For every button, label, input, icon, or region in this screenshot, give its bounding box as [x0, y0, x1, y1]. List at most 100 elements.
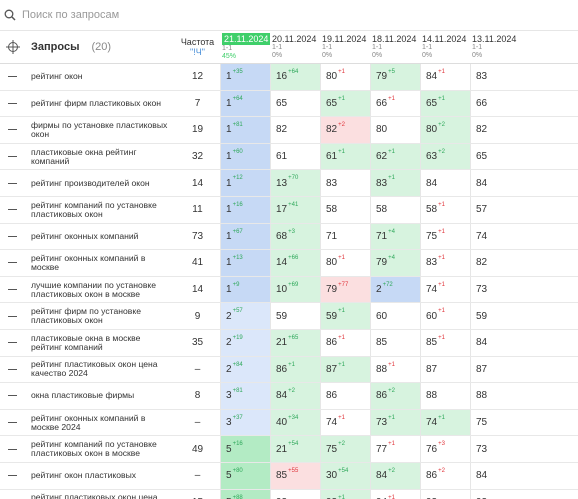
position: 86	[276, 363, 288, 375]
row-toggle[interactable]	[0, 224, 25, 250]
position-cell: 76 +3	[420, 436, 470, 462]
position: 60	[376, 310, 388, 322]
frequency: –	[194, 363, 201, 375]
position: 94	[376, 497, 387, 499]
row: рейтинг пластиковых окон цена качество 15…	[0, 489, 578, 499]
row-toggle[interactable]	[0, 357, 25, 383]
date-header: 14.11.2024 1-1 0%	[420, 31, 470, 63]
position-delta: +1	[438, 69, 445, 75]
dash-icon	[8, 102, 17, 104]
position: 68	[276, 230, 288, 242]
freq-title: Частота	[180, 37, 215, 47]
position-delta: +35	[232, 69, 243, 75]
date-range: 1-1	[372, 44, 383, 51]
frequency: 11	[192, 204, 203, 216]
position-delta: +4	[388, 255, 395, 262]
query: рейтинг фирм пластиковых окон	[31, 97, 162, 108]
query: лучшие компании по установке пластиковых…	[31, 279, 157, 299]
position-cell: 30 +54	[320, 462, 370, 489]
position: 83	[376, 177, 388, 189]
position: 82	[476, 124, 488, 136]
position-cell: 93	[420, 489, 470, 499]
position-cell: 93	[270, 489, 320, 499]
position-delta: +2	[338, 441, 345, 448]
row-toggle[interactable]	[0, 117, 25, 143]
position: 87	[476, 363, 488, 375]
position: 59	[326, 310, 338, 322]
position: 57	[476, 204, 488, 216]
position: 82	[476, 257, 488, 269]
position-delta: +1	[438, 228, 445, 235]
dash-icon	[8, 156, 17, 158]
position-cell: 80 +1	[320, 250, 370, 276]
queries-count: (20)	[91, 41, 112, 53]
position: 5	[226, 470, 232, 482]
position: 65	[426, 97, 438, 109]
row-toggle[interactable]	[0, 490, 25, 499]
row-toggle[interactable]	[0, 197, 25, 223]
position-cell: 87 +1	[320, 356, 370, 383]
position-cell: 61	[270, 143, 320, 170]
position: 10	[276, 284, 288, 296]
row-toggle[interactable]	[0, 64, 25, 90]
frequency: 32	[191, 151, 204, 163]
position-cell: 84	[470, 170, 520, 196]
dash-icon	[8, 342, 17, 344]
date: 21.11.2024	[222, 33, 270, 45]
row-toggle[interactable]	[0, 463, 25, 489]
queries-header[interactable]: Запросы (20)	[25, 31, 175, 63]
frequency: 49	[191, 443, 204, 455]
row-toggle[interactable]	[0, 170, 25, 196]
freq-header[interactable]: Частота "!Ч"	[175, 31, 220, 63]
position-cell: 68 +3	[270, 223, 320, 250]
position: 5	[226, 443, 232, 455]
date-header: 13.11.2024 1-1 0%	[470, 31, 520, 63]
position-cell: 82 +2	[320, 117, 370, 143]
position: 1	[226, 177, 232, 189]
row-toggle[interactable]	[0, 277, 25, 303]
frequency: 8	[194, 390, 201, 402]
position-delta: +5	[388, 69, 395, 75]
date-range: 1-1	[272, 44, 283, 51]
query: рейтинг компаний по установке пластиковы…	[31, 199, 157, 219]
row-toggle[interactable]	[0, 330, 25, 356]
position-cell: 1 +16	[220, 196, 270, 223]
position: 1	[226, 151, 232, 163]
position-cell: 84	[420, 170, 470, 196]
position-cell: 1 +60	[220, 143, 270, 170]
position-delta: +72	[382, 281, 393, 288]
row-toggle[interactable]	[0, 250, 25, 276]
position-delta: +1	[388, 441, 395, 448]
position: 1	[226, 97, 232, 109]
query: рейтинг пластиковых окон цена качество	[31, 492, 158, 499]
position: 74	[426, 417, 438, 429]
position: 93	[426, 497, 437, 499]
position-delta: +66	[288, 255, 299, 262]
row-toggle[interactable]	[0, 436, 25, 462]
row-toggle[interactable]	[0, 410, 25, 436]
row-toggle[interactable]	[0, 303, 25, 329]
date-header: 20.11.2024 1-1 0%	[270, 31, 320, 63]
query: фирмы по установке пластиковых окон	[31, 119, 168, 139]
position-delta: +1	[338, 414, 345, 421]
position-delta: +57	[232, 308, 243, 315]
position: 1	[226, 204, 232, 216]
date-pct: 0%	[322, 52, 333, 59]
position-cell: 79 +5	[370, 64, 420, 90]
position-cell: 94+1	[370, 489, 420, 499]
position-cell: 1 +13	[220, 250, 270, 276]
row-toggle[interactable]	[0, 144, 25, 170]
row-toggle[interactable]	[0, 383, 25, 409]
position-cell: 40 +34	[270, 409, 320, 436]
row-toggle[interactable]	[0, 91, 25, 117]
search-box[interactable]: Поиск по запросам	[0, 0, 578, 31]
position: 63	[426, 151, 438, 163]
position-cell: 82	[470, 250, 520, 276]
position: 2	[226, 310, 232, 322]
position-delta: +2	[438, 148, 445, 155]
position-delta: +65	[288, 334, 299, 341]
position-cell: 84	[470, 329, 520, 356]
position: 84	[426, 71, 438, 83]
position: 83	[326, 177, 338, 189]
position-delta: +67	[232, 228, 243, 235]
